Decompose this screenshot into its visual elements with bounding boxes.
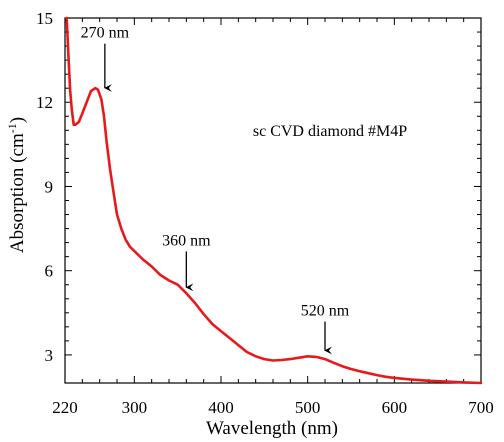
y-tick-label: 15: [36, 9, 53, 28]
absorption-spectrum-line: [65, 16, 483, 385]
x-tick-label: 700: [468, 398, 494, 417]
y-tick-label: 9: [45, 177, 54, 196]
x-axis-ticks: 220 300 400 500 600 700: [52, 18, 494, 417]
series-layer: [65, 16, 483, 385]
y-tick-label: 3: [45, 346, 54, 365]
x-tick-label: 220: [52, 398, 78, 417]
annotation-layer: 270 nm 360 nm 520 nm: [81, 25, 350, 355]
x-axis-label: Wavelength (nm): [206, 418, 338, 439]
y-axis-ticks: 3 6 9 12 15: [36, 9, 481, 365]
inset-label: sc CVD diamond #M4P: [253, 123, 407, 140]
y-axis-label: Absorption (cm-1): [5, 117, 28, 253]
x-tick-label: 500: [295, 398, 321, 417]
peak-annotation-label: 520 nm: [301, 303, 350, 320]
x-tick-label: 400: [208, 398, 234, 417]
plot-border: [64, 17, 482, 384]
x-tick-label: 600: [382, 398, 408, 417]
y-axis-label-close: ): [7, 117, 28, 123]
y-tick-label: 12: [36, 93, 53, 112]
peak-annotation-label: 360 nm: [162, 232, 211, 249]
plot-frame: [64, 17, 482, 384]
x-tick-label: 300: [122, 398, 148, 417]
y-axis-label-superscript: -1: [5, 123, 19, 133]
y-tick-label: 6: [45, 262, 54, 281]
y-axis-label-main: Absorption (cm: [7, 133, 28, 253]
peak-annotation-label: 270 nm: [81, 25, 130, 42]
